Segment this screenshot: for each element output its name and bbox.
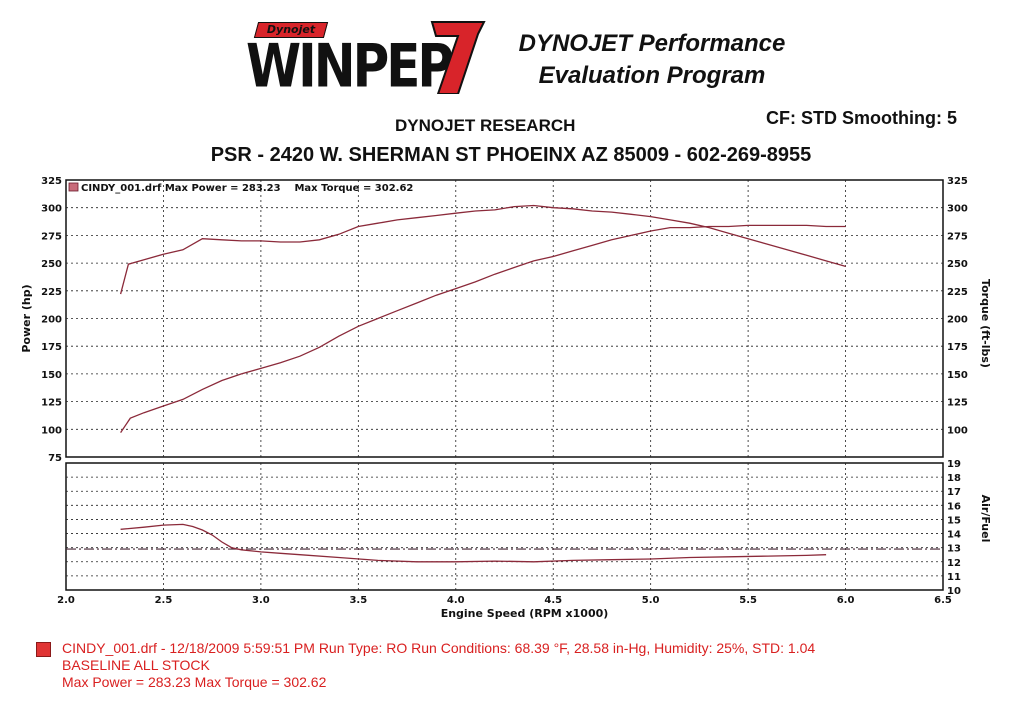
x-tick-label: 3.0 (252, 595, 270, 606)
x-tick-label: 5.5 (739, 595, 757, 606)
y-tick-label-right: 300 (947, 204, 968, 215)
x-tick-label: 5.0 (642, 595, 660, 606)
brand-line-1: DYNOJET Performance (518, 30, 786, 57)
y-tick-label-left: 275 (41, 231, 62, 242)
y-tick-label-air-fuel: 15 (947, 515, 961, 526)
y-tick-label-air-fuel: 16 (947, 501, 961, 512)
power-torque-ticks: 75 100 125 150 175 200 225 250 275 300 325 100 125 15… (41, 176, 968, 464)
y-tick-label-right: 250 (947, 259, 968, 270)
correction-factor-info: CF: STD Smoothing: 5 (766, 108, 957, 128)
legend: CINDY_001.drf Max Power = 283.23 Max Tor… (68, 182, 413, 194)
logo-box: Dynojet WINPEP 7 (242, 18, 490, 98)
brand-title: DYNOJET Performance Evaluation Program (492, 28, 812, 92)
y-tick-label-air-fuel: 17 (947, 487, 961, 498)
logo-seven-icon: 7 (430, 21, 486, 94)
y-tick-label-right: 100 (947, 425, 968, 436)
run-color-swatch (36, 642, 51, 657)
y-tick-label-right: 125 (947, 398, 968, 409)
run-description: BASELINE ALL STOCK (62, 657, 210, 673)
air-fuel-frame (65, 462, 944, 591)
y-tick-label-left: 150 (41, 370, 62, 381)
logo-winpep-text: WINPEP (246, 31, 454, 101)
air-fuel-series (66, 523, 943, 563)
x-axis-label: Engine Speed (RPM x1000) (441, 607, 609, 620)
x-tick-label: 4.0 (447, 595, 465, 606)
y-tick-label-air-fuel: 11 (947, 572, 961, 583)
x-tick-label: 2.5 (155, 595, 173, 606)
winpep-logo: Dynojet WINPEP 7 (242, 18, 490, 98)
y-tick-label-air-fuel: 19 (947, 459, 961, 470)
series-air-fuel-line (120, 523, 827, 563)
y-axis-label-torque: Torque (ft-lbs) (979, 279, 992, 368)
run-max-values: Max Power = 283.23 Max Torque = 302.62 (62, 674, 327, 690)
x-tick-label: 6.5 (934, 595, 952, 606)
series-power-line (120, 224, 846, 433)
power-torque-series (119, 204, 846, 433)
y-tick-label-left: 325 (41, 176, 62, 187)
y-tick-label-left: 175 (41, 342, 62, 353)
x-tick-label: 2.0 (57, 595, 75, 606)
x-tick-label: 4.5 (544, 595, 562, 606)
air-fuel-ticks: 10 11 12 13 14 15 16 17 18 19 2.0 2.5 3.0 3.5 4.0 4.5 5.… (57, 459, 961, 606)
series-torque-line (119, 204, 846, 295)
y-tick-label-left: 200 (41, 315, 62, 326)
power-torque-panel: 75 100 125 150 175 200 225 250 275 300 325 100 125 15… (20, 176, 992, 464)
y-tick-label-air-fuel: 10 (947, 586, 961, 597)
y-tick-label-right: 275 (947, 231, 968, 242)
y-tick-label-right: 175 (947, 342, 968, 353)
power-torque-grid (66, 180, 943, 457)
y-tick-label-air-fuel: 18 (947, 473, 961, 484)
y-tick-label-right: 325 (947, 176, 968, 187)
y-tick-label-left: 100 (41, 425, 62, 436)
shop-address: PSR - 2420 W. SHERMAN ST PHOEINX AZ 8500… (210, 144, 812, 166)
y-axis-label-power: Power (hp) (20, 284, 33, 352)
y-tick-label-air-fuel: 13 (947, 544, 961, 555)
legend-swatch (68, 182, 79, 192)
y-tick-label-left: 225 (41, 287, 62, 298)
research-title: DYNOJET RESEARCH (395, 116, 576, 135)
y-tick-label-left: 250 (41, 259, 62, 270)
legend-text: CINDY_001.drf Max Power = 283.23 Max Tor… (81, 183, 413, 194)
y-axis-label-air-fuel: Air/Fuel (979, 495, 992, 543)
y-tick-label-right: 200 (947, 315, 968, 326)
y-tick-label-left: 75 (48, 453, 62, 464)
x-tick-label: 6.0 (837, 595, 855, 606)
run-details: CINDY_001.drf - 12/18/2009 5:59:51 PM Ru… (62, 640, 816, 656)
x-tick-label: 3.5 (349, 595, 367, 606)
y-tick-label-left: 125 (41, 398, 62, 409)
y-tick-label-left: 300 (41, 204, 62, 215)
y-tick-label-air-fuel: 12 (947, 558, 961, 569)
brand-line-2: Evaluation Program (538, 62, 766, 89)
air-fuel-panel: 10 11 12 13 14 15 16 17 18 19 2.0 2.5 3.0 3.5 4.0 4.5 5.… (57, 459, 992, 620)
y-tick-label-right: 225 (947, 287, 968, 298)
air-fuel-grid (66, 463, 943, 590)
y-tick-label-right: 150 (947, 370, 968, 381)
y-tick-label-air-fuel: 14 (947, 530, 961, 541)
